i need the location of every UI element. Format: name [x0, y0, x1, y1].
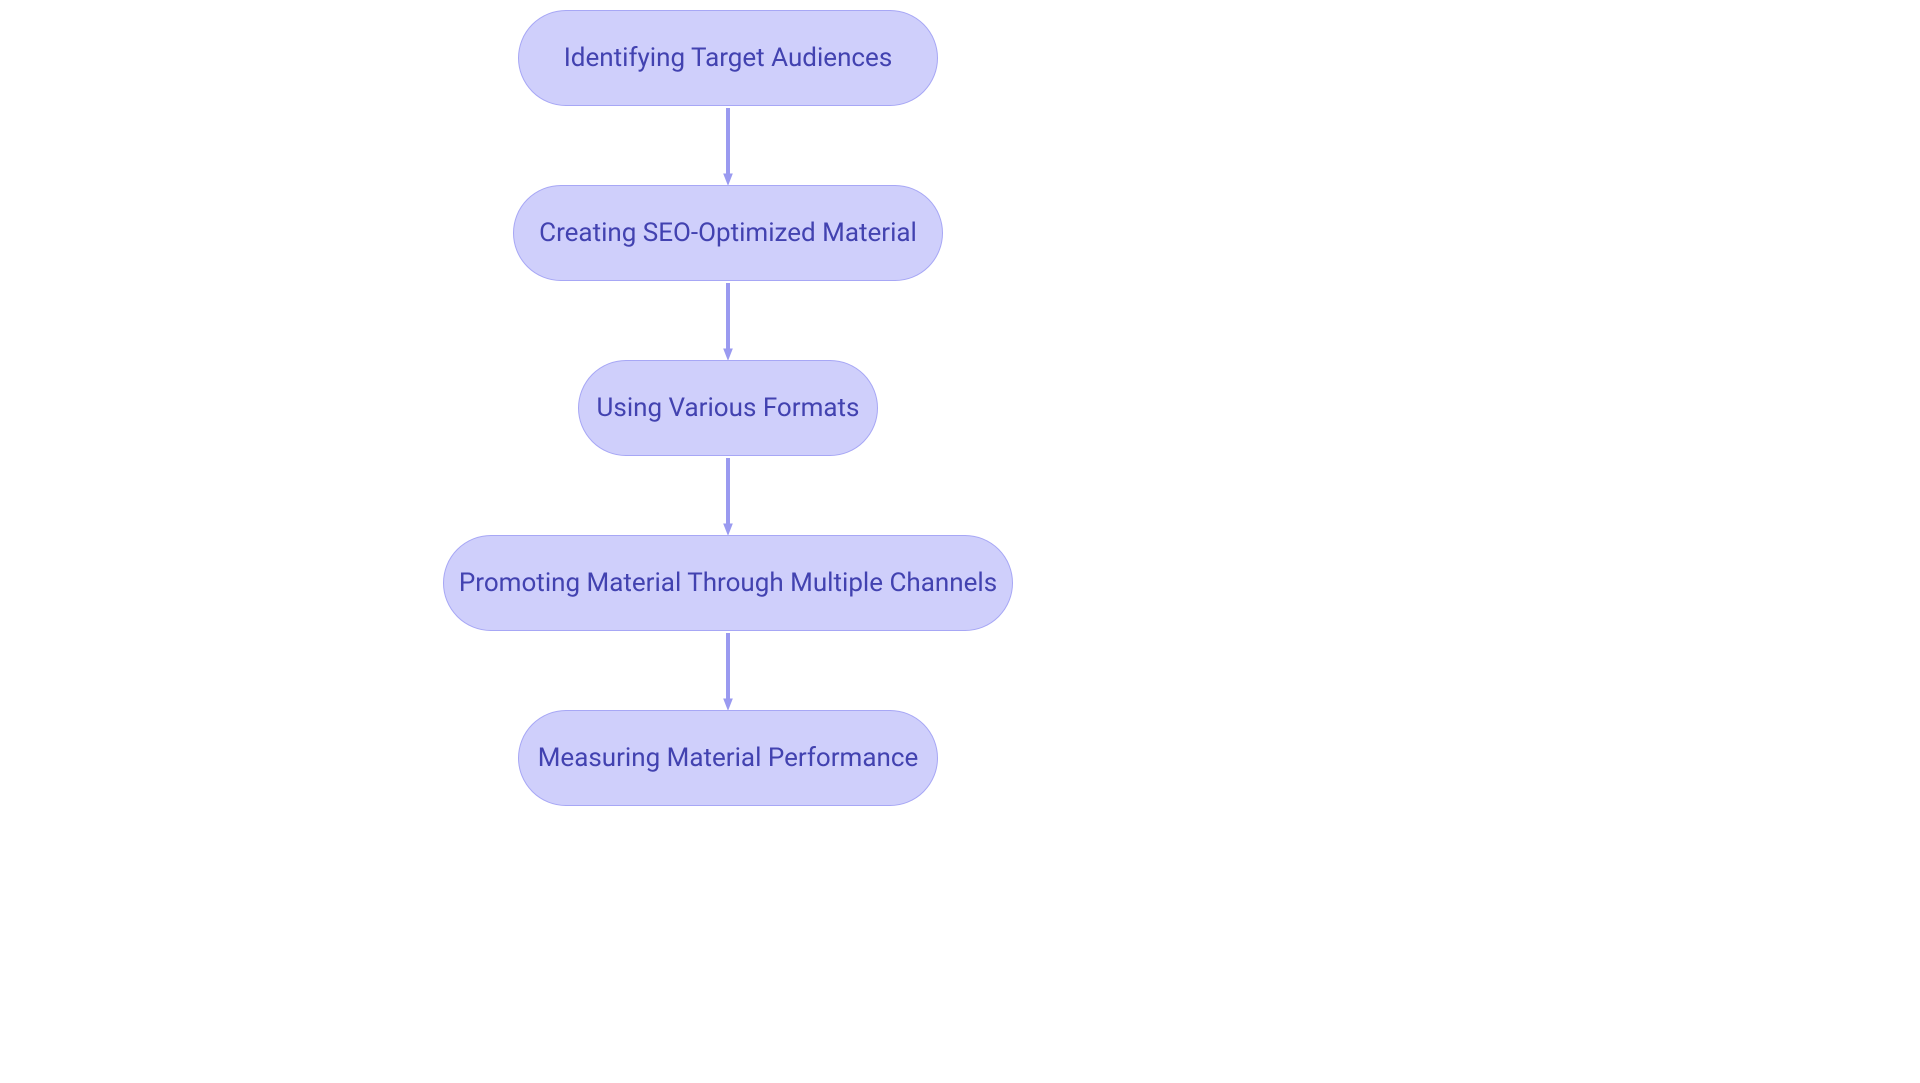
flowchart-node-label: Using Various Formats [597, 393, 860, 423]
flowchart-node-label: Promoting Material Through Multiple Chan… [459, 568, 997, 598]
flowchart-node: Creating SEO-Optimized Material [513, 185, 943, 281]
flowchart-node: Identifying Target Audiences [518, 10, 938, 106]
flowchart-node-label: Identifying Target Audiences [564, 43, 893, 73]
flowchart-node: Using Various Formats [578, 360, 878, 456]
flowchart-node-label: Creating SEO-Optimized Material [539, 218, 917, 248]
flowchart-node: Measuring Material Performance [518, 710, 938, 806]
flowchart-node-label: Measuring Material Performance [538, 743, 919, 773]
flowchart-node: Promoting Material Through Multiple Chan… [443, 535, 1013, 631]
flowchart-canvas: Identifying Target Audiences Creating SEO… [0, 0, 1920, 1083]
